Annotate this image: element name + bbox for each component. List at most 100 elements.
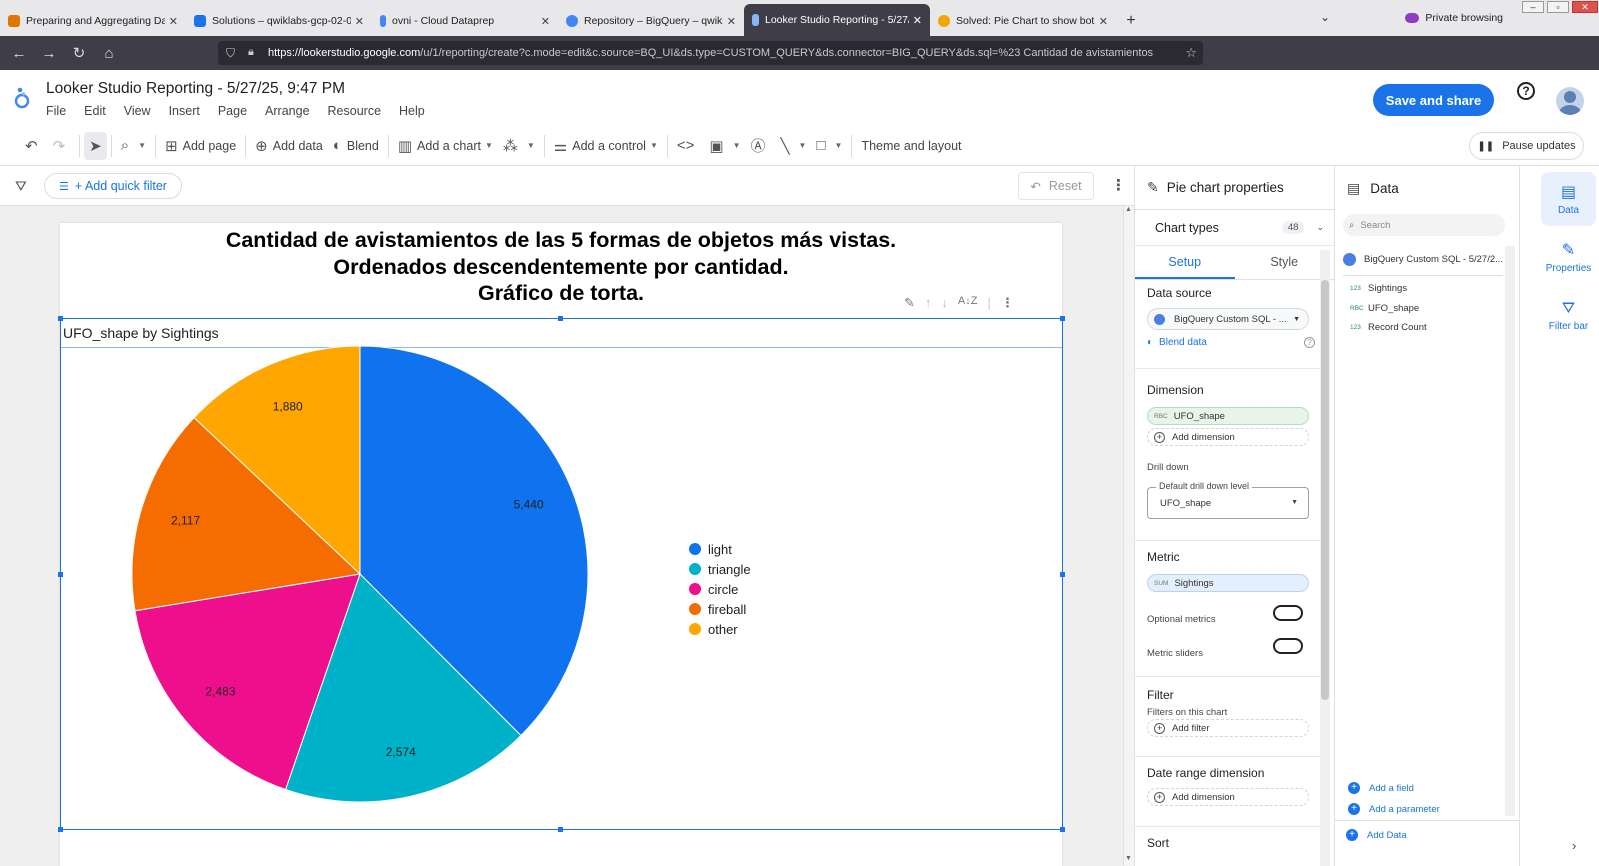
more-options-icon[interactable]: ⋮ [1000,295,1014,310]
filter-icon[interactable]: ⛛ [15,178,27,194]
embed-url-button[interactable]: <> [672,132,705,160]
browser-tab-active[interactable]: Looker Studio Reporting - 5/27/✕ [744,4,930,36]
add-date-dimension-button[interactable]: + Add dimension [1147,788,1309,806]
field-item[interactable]: 123 Sightings [1350,283,1408,294]
report-title[interactable]: Looker Studio Reporting - 5/27/25, 9:47 … [46,80,345,97]
new-tab-icon[interactable]: + [1126,12,1136,29]
minimize-icon[interactable]: – [1522,1,1544,13]
add-page-button[interactable]: ⊞ Add page [165,137,237,155]
community-viz-button[interactable]: ⁂ ▼ [498,132,540,160]
bookmark-star-icon[interactable]: ☆ [1185,45,1197,60]
data-panel-scrollbar[interactable] [1505,246,1515,816]
add-dimension-button[interactable]: + Add dimension [1147,428,1309,446]
resize-handle[interactable] [58,316,63,321]
canvas-scrollbar[interactable]: ▲ ▼ [1123,206,1134,866]
menu-page[interactable]: Page [217,104,248,118]
close-tab-icon[interactable]: ✕ [540,15,550,28]
add-parameter-link[interactable]: + Add a parameter [1348,803,1440,815]
menu-view[interactable]: View [123,104,151,118]
browser-tab[interactable]: Solutions – qwiklabs-gcp-02-0 ✕ [186,6,372,36]
metric-sliders-toggle[interactable] [1273,638,1303,654]
legend-item[interactable]: circle [689,579,751,599]
browser-tab[interactable]: Repository – BigQuery – qwikla ✕ [558,6,744,36]
scroll-down-icon[interactable]: ▼ [1125,855,1132,862]
looker-studio-logo-icon[interactable] [12,86,32,110]
browser-tab[interactable]: Preparing and Aggregating Dat ✕ [0,6,186,36]
legend-item[interactable]: triangle [689,559,751,579]
add-data-link[interactable]: + Add Data [1346,829,1407,841]
url-field[interactable]: ⛉ 🔒︎ https://lookerstudio.google.com/u/1… [218,41,1203,65]
close-window-icon[interactable]: ✕ [1572,1,1598,13]
menu-resource[interactable]: Resource [327,104,382,118]
text-button[interactable]: Ⓐ [746,132,776,160]
resize-handle[interactable] [1060,316,1065,321]
avatar[interactable] [1556,87,1584,115]
line-button[interactable]: ╲ ▼ [776,132,812,160]
resize-handle[interactable] [1060,572,1065,577]
pie-chart[interactable]: 5,440 2,574 2,483 2,117 1,880 [60,319,1062,829]
chart-types-selector[interactable]: Chart types 48 ⌄ [1135,210,1334,246]
pie-slice-light[interactable] [359,345,589,737]
pie-slice-circle[interactable] [134,573,361,791]
menu-insert[interactable]: Insert [168,104,200,118]
tab-setup[interactable]: Setup [1135,246,1235,279]
pie-slice-triangle[interactable] [284,573,522,803]
help-circle-icon[interactable]: ? [1304,337,1315,348]
image-button[interactable]: ▣ ▼ [704,132,745,160]
resize-handle[interactable] [558,316,563,321]
chevron-down-icon[interactable]: ⌄ [1320,10,1331,24]
menu-file[interactable]: File [46,104,67,118]
tab-style[interactable]: Style [1270,255,1299,269]
metric-chip[interactable]: SUM Sightings [1147,574,1309,592]
more-options-icon[interactable]: ⋮ [1111,177,1126,194]
optional-metrics-toggle[interactable] [1273,605,1303,621]
theme-and-layout-button[interactable]: Theme and layout [861,138,962,153]
reload-icon[interactable]: ↻ [72,45,86,62]
shape-button[interactable]: □ ▼ [811,132,847,160]
browser-tab[interactable]: ovni - Cloud Dataprep ✕ [372,6,558,36]
close-tab-icon[interactable]: ✕ [1098,15,1108,28]
resize-handle[interactable] [58,827,63,832]
blend-button[interactable]: ◐ Blend [332,137,379,154]
properties-scrollbar[interactable] [1320,250,1330,866]
zoom-button[interactable]: ⌕ ▼ [116,132,151,160]
report-heading-text[interactable]: Cantidad de avistamientos de las 5 forma… [225,228,897,305]
legend-item[interactable]: fireball [689,599,751,619]
add-filter-button[interactable]: + Add filter [1147,719,1309,737]
resize-handle[interactable] [558,827,563,832]
add-quick-filter-button[interactable]: ☰ + Add quick filter [44,173,182,199]
pause-updates-button[interactable]: ❚❚ Pause updates [1469,132,1584,160]
rail-data-button[interactable]: ▤ Data [1541,172,1596,226]
pie-slice-other[interactable] [193,345,361,576]
add-data-button[interactable]: ⊕ Add data [255,137,323,155]
rail-properties-button[interactable]: ✎ Properties [1541,230,1596,284]
field-search-input[interactable]: ⌕ Search [1343,214,1505,236]
arrow-down-icon[interactable]: ↓ [941,295,948,310]
help-icon[interactable]: ? [1517,82,1535,100]
browser-tab[interactable]: Solved: Pie Chart to show both ✕ [930,6,1116,36]
add-chart-button[interactable]: ▥ Add a chart ▼ [397,137,493,155]
close-tab-icon[interactable]: ✕ [726,15,736,28]
add-control-button[interactable]: ⚌ Add a control ▼ [553,137,658,155]
close-tab-icon[interactable]: ✕ [354,15,364,28]
redo-button[interactable]: ↷ [48,132,76,160]
blend-data-link[interactable]: ◐ Blend data? [1147,337,1321,348]
forward-icon[interactable]: → [41,44,57,62]
field-item[interactable]: RBC UFO_shape [1350,303,1420,314]
scrollbar-thumb[interactable] [1321,280,1329,700]
data-source-selector[interactable]: BigQuery Custom SQL - ... ▼ [1147,308,1309,330]
drill-down-level-select[interactable]: Default drill down level UFO_shape ▼ [1147,481,1309,519]
close-tab-icon[interactable]: ✕ [912,14,922,27]
legend-item[interactable]: other [689,619,751,639]
close-tab-icon[interactable]: ✕ [168,15,178,28]
home-icon[interactable]: ⌂ [104,44,114,62]
resize-handle[interactable] [1060,827,1065,832]
legend-item[interactable]: light [689,539,751,559]
back-icon[interactable]: ← [11,44,27,62]
sort-az-icon[interactable]: A↓Z [957,295,978,307]
data-source-item[interactable]: BigQuery Custom SQL - 5/27/2... [1343,253,1503,266]
menu-arrange[interactable]: Arrange [265,104,310,118]
resize-handle[interactable] [58,572,63,577]
pie-slice-fireball[interactable] [131,416,362,612]
undo-button[interactable]: ↶ [20,132,48,160]
